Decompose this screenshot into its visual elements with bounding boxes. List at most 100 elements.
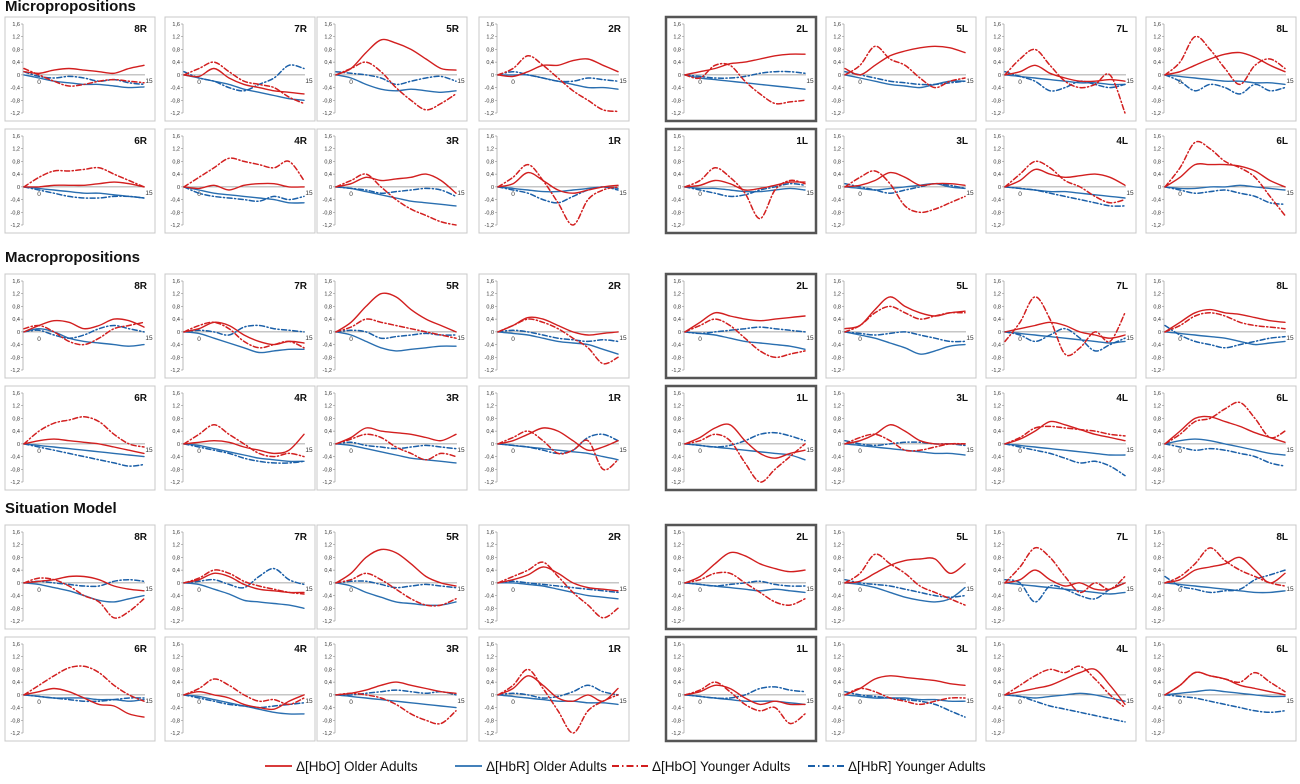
series-line-older-hbr: [844, 182, 966, 191]
y-tick-label: -0,4: [672, 198, 681, 204]
y-tick-label: 0,4: [833, 568, 841, 574]
series-line-younger-hbo: [497, 430, 619, 471]
y-tick-label: -0,8: [171, 606, 180, 612]
y-tick-label: 1,2: [673, 655, 681, 661]
y-tick-label: 0,4: [324, 317, 332, 323]
series-line-younger-hbr: [684, 326, 806, 335]
y-tick-label: 0,4: [172, 429, 180, 435]
y-tick-label: -1,2: [672, 480, 681, 486]
panel-frame: [4, 273, 156, 379]
x-tick-label: 15: [619, 335, 627, 342]
x-tick-label: 15: [1126, 190, 1134, 197]
x-tick-label: 0: [858, 587, 862, 594]
y-tick-label: 0,4: [993, 429, 1001, 435]
x-tick-label: 15: [806, 447, 814, 454]
panel-label: 4L: [1116, 644, 1128, 655]
y-tick-label: -1,2: [323, 480, 332, 486]
x-tick-label: 15: [1286, 78, 1294, 85]
y-tick-label: 0: [329, 581, 332, 587]
y-tick-label: 0: [678, 185, 681, 191]
y-tick-label: -0,8: [992, 467, 1001, 473]
x-tick-label: 15: [619, 190, 627, 197]
y-tick-label: 0,4: [12, 317, 20, 323]
y-tick-label: -0,4: [672, 343, 681, 349]
y-tick-label: 0: [1158, 185, 1161, 191]
y-tick-label: 0,4: [993, 568, 1001, 574]
x-tick-label: 15: [305, 586, 313, 593]
y-tick-label: 0: [329, 73, 332, 79]
series-line-younger-hbo: [1004, 160, 1126, 204]
y-tick-label: -1,2: [672, 731, 681, 737]
x-tick-label: 0: [1018, 191, 1022, 198]
y-tick-label: 1,2: [324, 543, 332, 549]
x-tick-label: 0: [1018, 699, 1022, 706]
y-tick-label: 0: [17, 330, 20, 336]
panel-label: 7R: [294, 281, 308, 292]
y-tick-label: -1,2: [832, 368, 841, 374]
y-tick-label: -1,2: [992, 480, 1001, 486]
series-line-older-hbo: [844, 675, 966, 696]
panel-8R: 1,6 1,2 0,8 0,4 0 -0,4 -0,8 -1,2 0 15 8R: [4, 16, 156, 122]
y-tick-label: 0: [17, 73, 20, 79]
x-tick-label: 15: [305, 447, 313, 454]
x-tick-label: 15: [1286, 698, 1294, 705]
y-tick-label: -1,2: [832, 731, 841, 737]
panel-frame: [164, 636, 316, 742]
y-tick-label: -0,4: [171, 706, 180, 712]
series-line-younger-hbr: [1164, 694, 1286, 714]
x-tick-label: 15: [966, 698, 974, 705]
series-line-younger-hbo: [1004, 296, 1126, 357]
y-tick-label: -1,2: [1152, 731, 1161, 737]
y-tick-label: 0,8: [12, 159, 20, 165]
x-tick-label: 15: [305, 78, 313, 85]
y-tick-label: 1,6: [833, 134, 841, 140]
panel-label: 6L: [1276, 136, 1288, 147]
series-line-younger-hbr: [1164, 569, 1286, 594]
legend-label-younger-hbo: Δ[HbO] Younger Adults: [652, 759, 791, 774]
y-tick-label: 0: [329, 330, 332, 336]
x-tick-label: 0: [698, 79, 702, 86]
y-tick-label: -1,2: [11, 368, 20, 374]
x-tick-label: 0: [511, 336, 515, 343]
y-tick-label: 1,6: [833, 391, 841, 397]
y-tick-label: -0,4: [171, 455, 180, 461]
series-line-older-hbr: [335, 694, 457, 709]
panel-frame: [1145, 524, 1297, 630]
series-line-younger-hbo: [23, 166, 145, 188]
y-tick-label: 1,6: [486, 391, 494, 397]
y-tick-label: 1,2: [486, 147, 494, 153]
series-line-younger-hbo: [684, 318, 806, 359]
y-tick-label: 0: [329, 442, 332, 448]
panel-4R: 1,6 1,2 0,8 0,4 0 -0,4 -0,8 -1,2 0 15 4R: [164, 128, 316, 234]
y-tick-label: -1,2: [171, 223, 180, 229]
series-line-younger-hbr: [1004, 578, 1126, 603]
panel-label: 8L: [1276, 24, 1288, 35]
y-tick-label: 1,2: [172, 35, 180, 41]
y-tick-label: -0,8: [832, 210, 841, 216]
x-tick-label: 15: [1286, 190, 1294, 197]
y-tick-label: 1,6: [833, 642, 841, 648]
panel-label: 4L: [1116, 136, 1128, 147]
y-tick-label: 0,4: [673, 568, 681, 574]
x-tick-label: 15: [145, 586, 153, 593]
panel-3R: 1,6 1,2 0,8 0,4 0 -0,4 -0,8 -1,2 0 15 3R: [316, 385, 468, 491]
y-tick-label: -0,4: [1152, 86, 1161, 92]
y-tick-label: 0: [491, 693, 494, 699]
y-tick-label: 0,4: [486, 568, 494, 574]
y-tick-label: -1,2: [672, 619, 681, 625]
y-tick-label: 0: [177, 330, 180, 336]
series-line-older-hbo: [183, 321, 305, 346]
panel-7R: 1,6 1,2 0,8 0,4 0 -0,4 -0,8 -1,2 0 15 7R: [164, 524, 316, 630]
y-tick-label: -1,2: [11, 480, 20, 486]
panel-frame: [478, 636, 630, 742]
y-tick-label: 1,2: [12, 543, 20, 549]
series-line-older-hbo: [844, 45, 966, 76]
y-tick-label: 1,2: [833, 35, 841, 41]
y-tick-label: -1,2: [832, 111, 841, 117]
series-line-older-hbo: [1004, 668, 1126, 706]
y-tick-label: 0: [491, 73, 494, 79]
series-line-younger-hbr: [684, 182, 806, 198]
x-tick-label: 0: [698, 191, 702, 198]
panel-2L: 1,6 1,2 0,8 0,4 0 -0,4 -0,8 -1,2 0 15 2L: [664, 15, 818, 123]
y-tick-label: -0,8: [992, 210, 1001, 216]
